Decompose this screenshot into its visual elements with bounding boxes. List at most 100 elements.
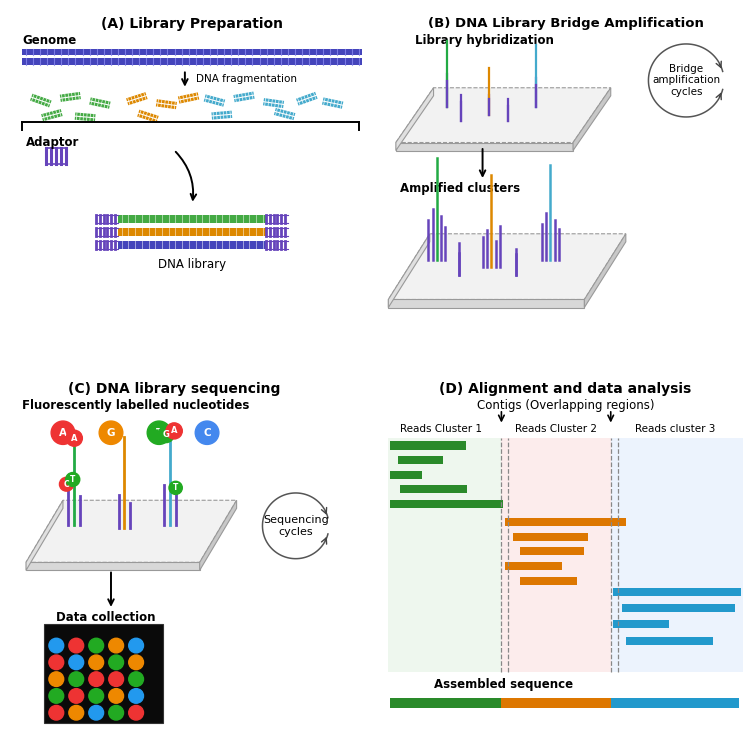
Bar xyxy=(520,577,577,585)
Circle shape xyxy=(129,706,143,720)
Circle shape xyxy=(49,688,63,703)
Bar xyxy=(23,49,362,55)
Bar xyxy=(612,621,669,628)
Text: Adaptor: Adaptor xyxy=(26,136,79,149)
Circle shape xyxy=(158,427,174,443)
Bar xyxy=(75,112,96,117)
Text: Assembled sequence: Assembled sequence xyxy=(434,678,573,691)
Bar xyxy=(391,442,466,449)
Bar xyxy=(126,92,146,101)
Circle shape xyxy=(49,672,63,686)
Bar xyxy=(212,115,232,120)
Bar xyxy=(118,228,266,236)
Text: Bridge
amplification
cycles: Bridge amplification cycles xyxy=(652,64,720,97)
Text: G: G xyxy=(163,430,170,439)
Polygon shape xyxy=(388,234,430,308)
Polygon shape xyxy=(396,88,611,142)
Text: T: T xyxy=(173,484,179,492)
Polygon shape xyxy=(26,501,237,562)
Text: A: A xyxy=(171,426,177,435)
Bar xyxy=(513,533,588,541)
Bar xyxy=(400,485,467,493)
Bar xyxy=(75,117,95,121)
Bar xyxy=(505,562,562,570)
Text: DNA library: DNA library xyxy=(158,258,226,270)
Text: Reads Cluster 1: Reads Cluster 1 xyxy=(400,424,482,434)
Bar xyxy=(322,101,342,109)
Bar xyxy=(612,588,740,595)
Bar xyxy=(23,58,362,65)
Polygon shape xyxy=(584,234,626,308)
Circle shape xyxy=(166,423,182,439)
Bar xyxy=(391,471,422,479)
Bar xyxy=(60,92,81,98)
Text: T: T xyxy=(70,475,75,484)
Bar xyxy=(118,241,266,249)
Text: Data collection: Data collection xyxy=(56,611,155,624)
Text: C: C xyxy=(204,428,211,438)
Bar xyxy=(32,94,51,104)
Bar xyxy=(501,438,611,672)
Circle shape xyxy=(109,672,124,686)
Circle shape xyxy=(51,421,75,445)
Circle shape xyxy=(89,638,103,653)
Text: Contigs (Overlapping regions): Contigs (Overlapping regions) xyxy=(477,399,654,412)
Bar xyxy=(611,438,743,672)
Circle shape xyxy=(129,655,143,670)
Bar xyxy=(41,109,62,117)
Circle shape xyxy=(49,638,63,653)
Text: Genome: Genome xyxy=(23,34,77,47)
Text: (B) DNA Library Bridge Amplification: (B) DNA Library Bridge Amplification xyxy=(428,16,703,30)
Polygon shape xyxy=(200,501,237,571)
Text: G: G xyxy=(107,428,115,438)
Bar xyxy=(60,96,81,102)
Bar xyxy=(391,500,504,508)
Circle shape xyxy=(89,706,103,720)
Circle shape xyxy=(69,706,84,720)
Bar xyxy=(388,438,501,672)
Circle shape xyxy=(129,638,143,653)
Circle shape xyxy=(66,430,82,446)
Circle shape xyxy=(169,481,182,495)
Bar xyxy=(398,456,443,464)
Bar xyxy=(179,96,199,104)
Bar xyxy=(622,604,735,612)
Polygon shape xyxy=(573,88,611,150)
Bar xyxy=(520,548,584,555)
Bar xyxy=(323,98,343,104)
Circle shape xyxy=(66,472,80,486)
Circle shape xyxy=(69,672,84,686)
Circle shape xyxy=(109,655,124,670)
Text: (D) Alignment and data analysis: (D) Alignment and data analysis xyxy=(440,381,691,396)
Bar xyxy=(275,108,296,116)
Circle shape xyxy=(147,421,171,445)
Polygon shape xyxy=(26,562,200,571)
Bar xyxy=(139,110,159,118)
Text: (A) Library Preparation: (A) Library Preparation xyxy=(101,16,284,31)
Bar xyxy=(391,698,501,708)
Bar xyxy=(264,98,284,104)
Bar xyxy=(611,698,739,708)
Circle shape xyxy=(69,655,84,670)
Text: Amplified clusters: Amplified clusters xyxy=(400,182,520,194)
Polygon shape xyxy=(388,299,584,308)
Text: Library hybridization: Library hybridization xyxy=(415,34,553,47)
Text: Sequencing
cycles: Sequencing cycles xyxy=(263,515,329,536)
Bar xyxy=(178,92,198,100)
Text: Fluorescently labelled nucleotides: Fluorescently labelled nucleotides xyxy=(23,399,250,412)
Circle shape xyxy=(69,638,84,653)
Bar xyxy=(156,99,177,105)
Circle shape xyxy=(60,478,73,491)
Text: (C) DNA library sequencing: (C) DNA library sequencing xyxy=(68,381,280,396)
Bar xyxy=(233,92,254,98)
Circle shape xyxy=(129,688,143,703)
Bar xyxy=(90,98,111,104)
Bar xyxy=(204,98,224,107)
Bar xyxy=(127,96,148,105)
Text: T: T xyxy=(155,428,163,438)
Bar xyxy=(297,96,317,106)
Bar xyxy=(118,215,266,224)
Bar xyxy=(501,698,611,708)
Text: C: C xyxy=(63,480,69,489)
Circle shape xyxy=(109,638,124,653)
